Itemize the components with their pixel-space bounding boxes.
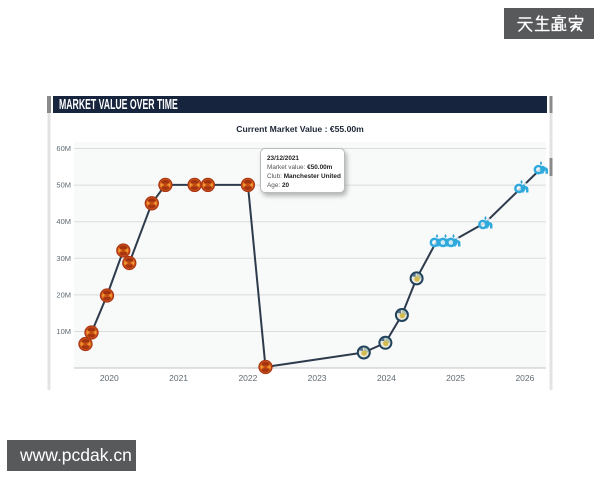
svg-text:10M: 10M — [56, 327, 71, 336]
svg-text:50M: 50M — [56, 181, 71, 190]
svg-text:2025: 2025 — [446, 373, 465, 383]
svg-text:40M: 40M — [56, 217, 71, 226]
svg-text:2022: 2022 — [238, 373, 257, 383]
svg-text:20M: 20M — [56, 290, 71, 299]
svg-text:2026: 2026 — [515, 373, 534, 383]
svg-text:30M: 30M — [56, 254, 71, 263]
svg-text:60M: 60M — [56, 144, 71, 153]
svg-text:2020: 2020 — [100, 373, 119, 383]
svg-text:2024: 2024 — [377, 373, 396, 383]
svg-text:2021: 2021 — [169, 373, 188, 383]
svg-text:2023: 2023 — [308, 373, 327, 383]
